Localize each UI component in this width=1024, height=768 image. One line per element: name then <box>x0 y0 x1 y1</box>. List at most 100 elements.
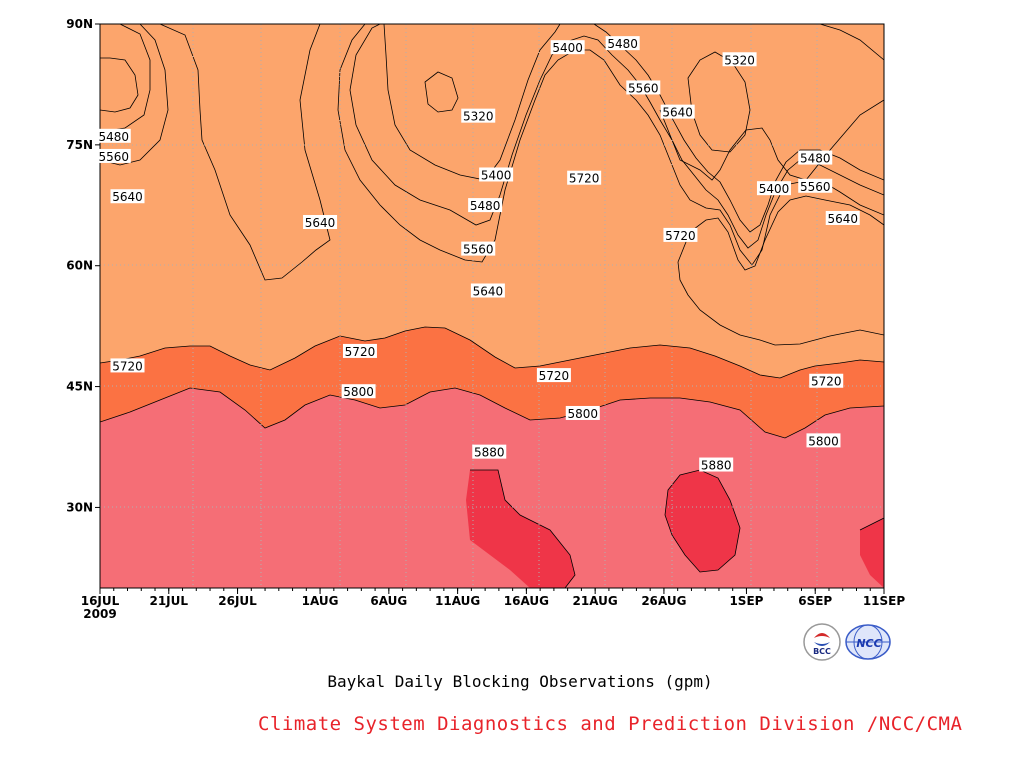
contour-label-text: 5720 <box>539 369 570 383</box>
contour-5720-south <box>677 195 884 346</box>
contour-label: 5320 <box>722 52 757 67</box>
contour-label-box <box>96 128 131 143</box>
contour-label: 5560 <box>461 241 496 257</box>
contour-label-text: 5800 <box>568 407 599 421</box>
contour-label-text: 5400 <box>759 182 790 196</box>
contour-label-box <box>470 283 505 298</box>
contour-label-text: 5640 <box>305 216 336 230</box>
contour-label-text: 5720 <box>569 172 600 186</box>
x-axis: 16JUL 21JUL 26JUL 1AUG 6AUG 11AUG 16AUG 21AUG 26… <box>81 588 906 621</box>
contour-5720 <box>100 326 884 379</box>
ncc-logo-icon: NCC <box>845 624 891 660</box>
contour-label-box <box>461 108 496 123</box>
x-tick-label: 26JUL <box>218 594 257 608</box>
contour-label-text: 5320 <box>724 53 755 67</box>
contour-label-box <box>567 170 602 185</box>
x-tick-label: 21AUG <box>573 594 618 608</box>
contour-label-text: 5880 <box>474 446 505 460</box>
contour-label: 5560 <box>96 148 131 164</box>
contour-label-text: 5400 <box>481 168 512 182</box>
contour-label-box <box>110 189 145 204</box>
contour-label: 5720 <box>536 368 571 383</box>
contour-label-box <box>806 433 841 448</box>
contour-label: 5560 <box>626 80 661 95</box>
contour-label-box <box>342 343 377 358</box>
x-year-label: 2009 <box>83 607 116 621</box>
contour-label-box <box>565 405 600 420</box>
contour-label-text: 5720 <box>665 229 696 243</box>
contour-5640 <box>100 24 884 266</box>
contour-label-box <box>605 36 640 51</box>
contour-label-box <box>809 373 844 388</box>
x-tick-label: 26AUG <box>641 594 686 608</box>
contour-label: 5640 <box>660 104 695 120</box>
contour-label-box <box>722 52 757 67</box>
contour-label: 5400 <box>756 181 791 196</box>
contour-label-box <box>472 444 507 459</box>
contour-label: 5480 <box>798 150 833 166</box>
contour-label-box <box>536 368 571 383</box>
contour-label: 5400 <box>550 40 585 55</box>
contour-label: 5800 <box>565 405 600 421</box>
contour-label-box <box>699 457 734 472</box>
contour-label-text: 5560 <box>800 180 831 194</box>
contour-label: 5720 <box>663 227 698 243</box>
contour-label-box <box>110 358 145 373</box>
contour-label-box <box>825 210 860 225</box>
contour-label-box <box>756 181 791 196</box>
x-tick-label: 11SEP <box>863 594 906 608</box>
y-axis: 30N 45N 60N 75N 90N <box>66 17 100 514</box>
contour-label: 5480 <box>605 36 640 51</box>
contour-label: 5720 <box>567 170 602 186</box>
x-tick-label: 16JUL <box>81 594 120 608</box>
contour-fills <box>100 24 884 588</box>
chart-title: Baykal Daily Blocking Observations (gpm) <box>327 672 713 691</box>
x-tick-label: 6SEP <box>798 594 832 608</box>
contour-label: 5800 <box>806 433 841 448</box>
contour-label: 5880 <box>472 444 507 460</box>
contour-label-text: 5640 <box>112 190 143 204</box>
contour-label: 5320 <box>461 108 496 124</box>
contour-label-box <box>341 384 376 399</box>
contour-label-text: 5480 <box>607 37 638 51</box>
grid <box>100 24 884 588</box>
contour-label-box <box>550 40 585 55</box>
x-tick-label: 21JUL <box>149 594 188 608</box>
contour-label: 5640 <box>110 189 145 204</box>
y-tick-label: 30N <box>66 500 93 514</box>
contour-label-box <box>798 150 833 165</box>
contour-label: 5480 <box>468 198 503 213</box>
contour-label-text: 5720 <box>112 359 143 373</box>
contour-5480 <box>100 24 884 233</box>
contour-label-text: 5720 <box>811 375 842 389</box>
contour-label-text: 5640 <box>473 284 504 298</box>
contour-5800 <box>100 387 884 439</box>
contour-label-text: 5560 <box>628 81 659 95</box>
contour-label-box <box>461 241 496 256</box>
x-tick-label: 16AUG <box>504 594 549 608</box>
contour-label-text: 5640 <box>662 106 693 120</box>
ncc-logo-text: NCC <box>856 637 881 650</box>
contour-label-box <box>303 215 338 230</box>
contour-label: 5640 <box>303 215 338 230</box>
x-tick-label: 1AUG <box>302 594 339 608</box>
contour-label-text: 5400 <box>552 41 583 55</box>
contour-label-box <box>660 104 695 119</box>
y-tick-label: 90N <box>66 17 93 31</box>
contour-label: 5720 <box>809 373 844 389</box>
contour-label-text: 5480 <box>470 199 501 213</box>
contour-5560 <box>100 24 884 249</box>
x-tick-label: 6AUG <box>370 594 407 608</box>
contour-label: 5880 <box>699 457 734 473</box>
contour-label-text: 5640 <box>827 212 858 226</box>
y-tick-label: 75N <box>66 138 93 152</box>
contour-label-text: 5480 <box>800 152 831 166</box>
contour-label-box <box>479 167 514 182</box>
credit-line: Climate System Diagnostics and Predictio… <box>258 713 963 735</box>
contour-labels: 5400 5480 5320 5560 5320 5640 5480 5560 5400 5720… <box>96 36 860 473</box>
y-tick-label: 45N <box>66 380 93 394</box>
contour-label-text: 5800 <box>808 434 839 448</box>
contour-label-text: 5480 <box>98 130 129 144</box>
contour-label-box <box>798 178 833 193</box>
